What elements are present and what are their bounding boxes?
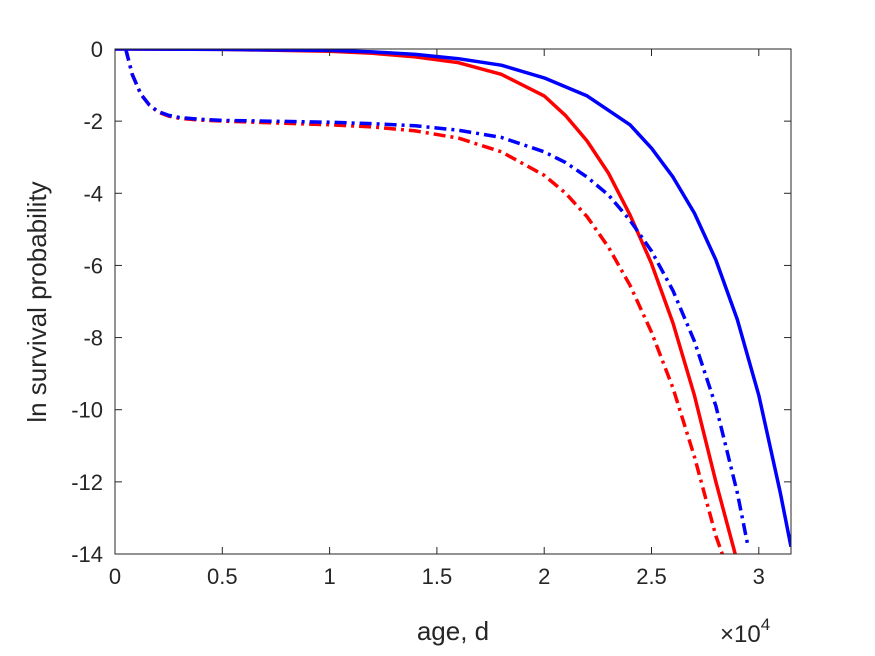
plot-box [114, 48, 792, 555]
y-tick-label-6: -12 [71, 470, 103, 495]
x-tick-label-2: 1 [323, 564, 335, 589]
x-exponent-label: ×104 [720, 615, 770, 648]
x-exponent-base: ×10 [720, 621, 761, 648]
tick-layer [114, 48, 791, 555]
y-tick-label-0: 0 [91, 37, 103, 62]
x-tick-label-6: 3 [753, 564, 765, 589]
y-tick-label-4: -8 [83, 326, 103, 351]
y-tick-label-3: -6 [83, 253, 103, 278]
x-tick-label-0: 0 [109, 564, 121, 589]
x-tick-label-4: 2 [538, 564, 550, 589]
y-tick-label-2: -4 [83, 181, 103, 206]
x-tick-label-1: 0.5 [207, 564, 238, 589]
x-tick-label-3: 1.5 [422, 564, 453, 589]
x-tick-labels: 0 0.5 1 1.5 2 2.5 3 [109, 564, 765, 589]
y-tick-label-1: -2 [83, 109, 103, 134]
series-line-3 [124, 49, 750, 548]
series-line-1 [115, 49, 791, 548]
x-exponent-power: 4 [761, 615, 770, 634]
series-line-2 [124, 49, 724, 554]
x-tick-label-5: 2.5 [636, 564, 667, 589]
y-axis-label: ln survival probability [22, 181, 52, 422]
y-tick-labels: 0 -2 -4 -6 -8 -10 -12 -14 [71, 37, 103, 567]
y-tick-label-5: -10 [71, 398, 103, 423]
series-layer [115, 49, 791, 554]
x-axis-label: age, d [417, 616, 489, 646]
y-tick-label-7: -14 [71, 542, 103, 567]
